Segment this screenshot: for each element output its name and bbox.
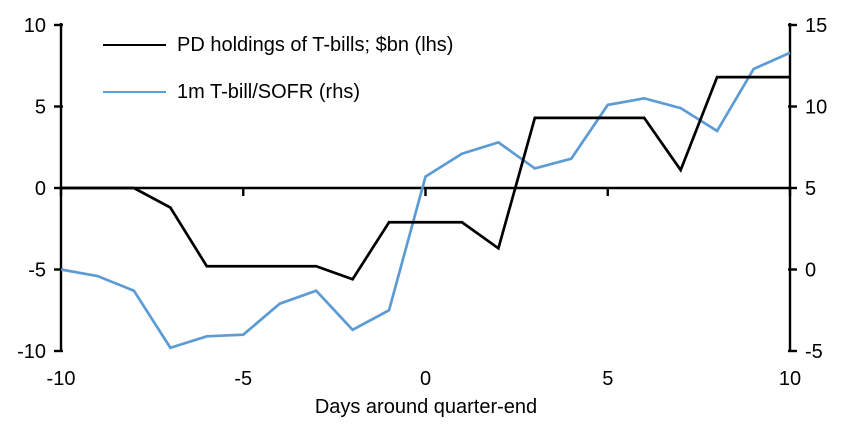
right-axis-tick-label: 10 [805, 97, 827, 119]
legend-label-pd-holdings: PD holdings of T-bills; $bn (lhs) [177, 34, 454, 56]
legend-marker-tbill-sofr-line [103, 90, 166, 94]
x-axis-tick-label: -10 [47, 368, 76, 390]
series-line-tbill-sofr [60, 51, 791, 350]
x-axis-title: Days around quarter-end [314, 396, 538, 418]
left-axis-tick-label: 5 [35, 97, 46, 119]
chart-legend: PD holdings of T-bills; $bn (lhs) 1m T-b… [103, 33, 453, 104]
x-axis-tick-label: -5 [234, 368, 252, 390]
right-axis-tick-label: -5 [805, 341, 823, 363]
left-axis-tick-label: 10 [24, 15, 46, 37]
right-axis-tick-label: 5 [805, 178, 816, 200]
legend-marker-pd-holdings-line [103, 43, 166, 47]
legend-item-tbill-sofr: 1m T-bill/SOFR (rhs) [103, 80, 453, 104]
left-axis-tick-label: -5 [28, 260, 46, 282]
x-axis-tick-label: 5 [602, 368, 613, 390]
legend-label-tbill-sofr: 1m T-bill/SOFR (rhs) [177, 81, 360, 103]
right-axis-tick-label: 15 [805, 15, 827, 37]
left-axis-tick-label: -10 [17, 341, 46, 363]
right-axis-tick-label: 0 [805, 260, 816, 282]
x-axis-tick-label: 0 [420, 368, 431, 390]
left-axis-tick-label: 0 [35, 178, 46, 200]
x-axis-tick-label: 10 [779, 368, 801, 390]
series-line-pd-holdings [61, 75, 790, 281]
legend-item-pd-holdings: PD holdings of T-bills; $bn (lhs) [103, 33, 453, 57]
